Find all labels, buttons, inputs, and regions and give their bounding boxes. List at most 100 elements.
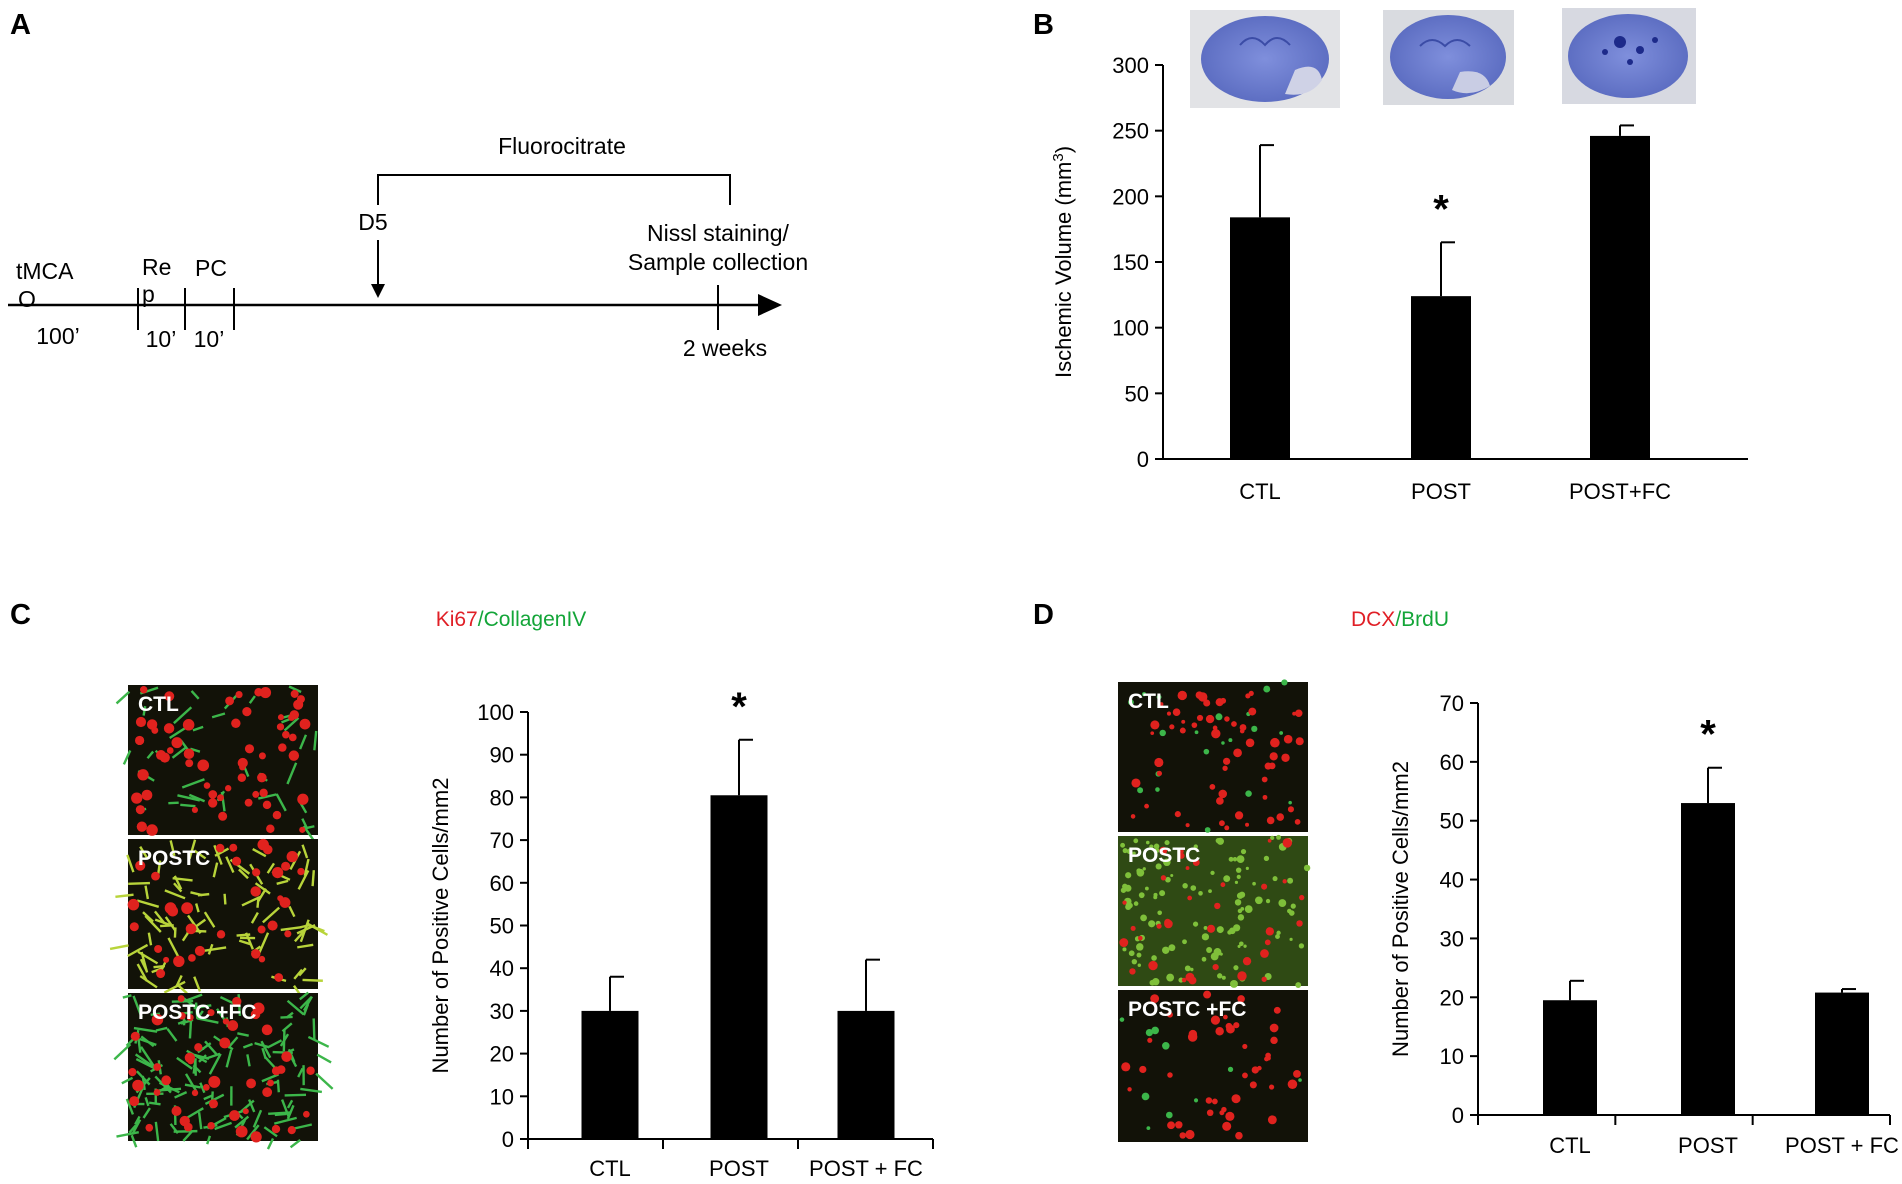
y-tick-label: 300 [1112,53,1149,78]
bar-post-fc [1590,135,1650,460]
stage-rep-line2: p [142,281,155,307]
duration-1: 100’ [36,323,79,349]
micrograph-label: POSTC [1128,844,1200,867]
end-label-line2: Sample collection [628,249,808,275]
y-tick-label: 20 [1440,985,1464,1010]
x-tick-label: CTL [1549,1133,1591,1158]
micrograph-postc-fc: POSTC +FC [113,991,334,1150]
micrographs-c: CTL POSTC POSTC +FC [109,685,334,1150]
stain-green-c: CollagenIV [484,608,587,631]
stain-red-d: DCX [1351,608,1395,631]
stain-green-d: BrdU [1401,608,1449,631]
micrograph-label: POSTC +FC [138,1001,256,1024]
micrographs-d: CTL POSTC POSTC +FC [1118,679,1311,1142]
nissl-image-post [1383,10,1514,105]
x-tick-label: CTL [1239,479,1281,504]
stage-tmca-line1: tMCA [16,258,74,284]
micrograph-ctl: CTL [115,685,318,842]
panel-c: C Ki67/CollagenIV CTL POSTC POSTC +FC 0 10 2… [10,599,934,1181]
bar-post [1681,803,1735,1115]
y-tick-label: 60 [490,871,514,896]
micrograph-postc: POSTC [1118,834,1311,988]
y-tick-label: 250 [1112,119,1149,144]
x-tick-label: POST + FC [809,1156,923,1181]
stain-title-c: Ki67/CollagenIV [436,608,587,631]
start-arrow-head [371,284,385,298]
duration-3: 10’ [194,326,225,352]
stage-rep-line1: Re [142,254,171,280]
y-tick-label: 30 [1440,926,1464,951]
y-tick-label: 90 [490,743,514,768]
x-tick-label: POST+FC [1569,479,1671,504]
micrograph-postc: POSTC [109,838,329,998]
panel-b: B 0 50 100 150 200 250 300 CTL POST * POST+FC Ische… [1033,8,1748,504]
x-tick-label: POST [1411,479,1471,504]
stain-sep-c: / [478,608,484,631]
y-tick-label: 20 [490,1042,514,1067]
y-tick-label: 50 [490,914,514,939]
x-tick-label: POST + FC [1785,1133,1899,1158]
micrograph-label: CTL [1128,690,1169,713]
micrograph-label: POSTC [138,847,210,870]
y-tick-label: 70 [1440,691,1464,716]
bar-post [1411,296,1471,459]
y-tick-label: 80 [490,785,514,810]
micrograph-postc-fc: POSTC +FC [1118,990,1308,1142]
y-tick-label: 40 [1440,868,1464,893]
y-tick-label: 150 [1112,250,1149,275]
significance-marker: * [731,685,747,729]
stain-sep-d: / [1395,608,1401,631]
y-tick-label: 100 [1112,316,1149,341]
bar-post [710,795,768,1139]
start-day-label: D5 [358,209,387,235]
y-axis-label: Number of Positive Cells/mm2 [428,778,453,1074]
bar-ctl [581,1010,639,1139]
y-tick-label: 10 [490,1084,514,1109]
chart-dcx-brdu: 0 10 20 30 40 50 60 70 CTL POST * POST + FC Number o… [1388,691,1899,1158]
y-tick-label: 60 [1440,750,1464,775]
y-tick-label: 100 [477,700,514,725]
y-tick-label: 200 [1112,184,1149,209]
chart-ki67-collagen: 0 10 20 30 40 50 60 70 80 90 100 CTL POST * POST + FC N… [428,685,934,1181]
panel-letter-b: B [1033,9,1054,41]
chart-ischemic-volume: 0 50 100 150 200 250 300 CTL POST * POST+FC Ischemi… [1050,53,1748,504]
panel-d: D DCX/BrdU CTL POSTC POSTC +FC 0 10 20 30 40 50… [1033,599,1899,1158]
x-tick-label: POST [1678,1133,1738,1158]
y-tick-label: 0 [1137,447,1149,472]
bar-post-fc [837,1010,895,1139]
timeline-arrow-head [758,294,782,316]
y-axis-label: Number of Positive Cells/mm2 [1388,761,1413,1057]
duration-2: 10’ [146,326,177,352]
significance-marker: * [1433,187,1449,231]
micrograph-label: POSTC +FC [1128,998,1246,1021]
treatment-bracket [377,174,731,205]
nissl-image-post-fc [1562,8,1696,104]
treatment-label: Fluorocitrate [498,133,626,159]
x-tick-label: POST [709,1156,769,1181]
stage-pc-label: PC [195,255,227,281]
bar-post-fc [1815,992,1869,1115]
stage-tmca-line2: O [18,286,36,312]
y-tick-label: 30 [490,999,514,1024]
end-label-line1: Nissl staining/ [647,220,789,246]
stain-red-c: Ki67 [436,608,478,631]
y-axis-label: Ischemic Volume (mm3) [1050,146,1077,378]
x-tick-label: CTL [589,1156,631,1181]
bar-ctl [1230,217,1290,459]
y-tick-label: 40 [490,956,514,981]
stain-title-d: DCX/BrdU [1351,608,1449,631]
nissl-image-ctl [1190,10,1340,108]
bar-ctl [1543,1000,1597,1115]
y-tick-label: 50 [1125,381,1149,406]
significance-marker: * [1700,713,1716,757]
y-tick-label: 70 [490,828,514,853]
y-tick-label: 0 [502,1127,514,1152]
micrograph-label: CTL [138,693,179,716]
y-tick-label: 0 [1452,1103,1464,1128]
panel-letter-a: A [10,9,31,41]
y-tick-label: 50 [1440,809,1464,834]
end-time-label: 2 weeks [683,335,767,361]
micrograph-ctl: CTL [1118,679,1308,833]
panel-letter-d: D [1033,599,1054,631]
